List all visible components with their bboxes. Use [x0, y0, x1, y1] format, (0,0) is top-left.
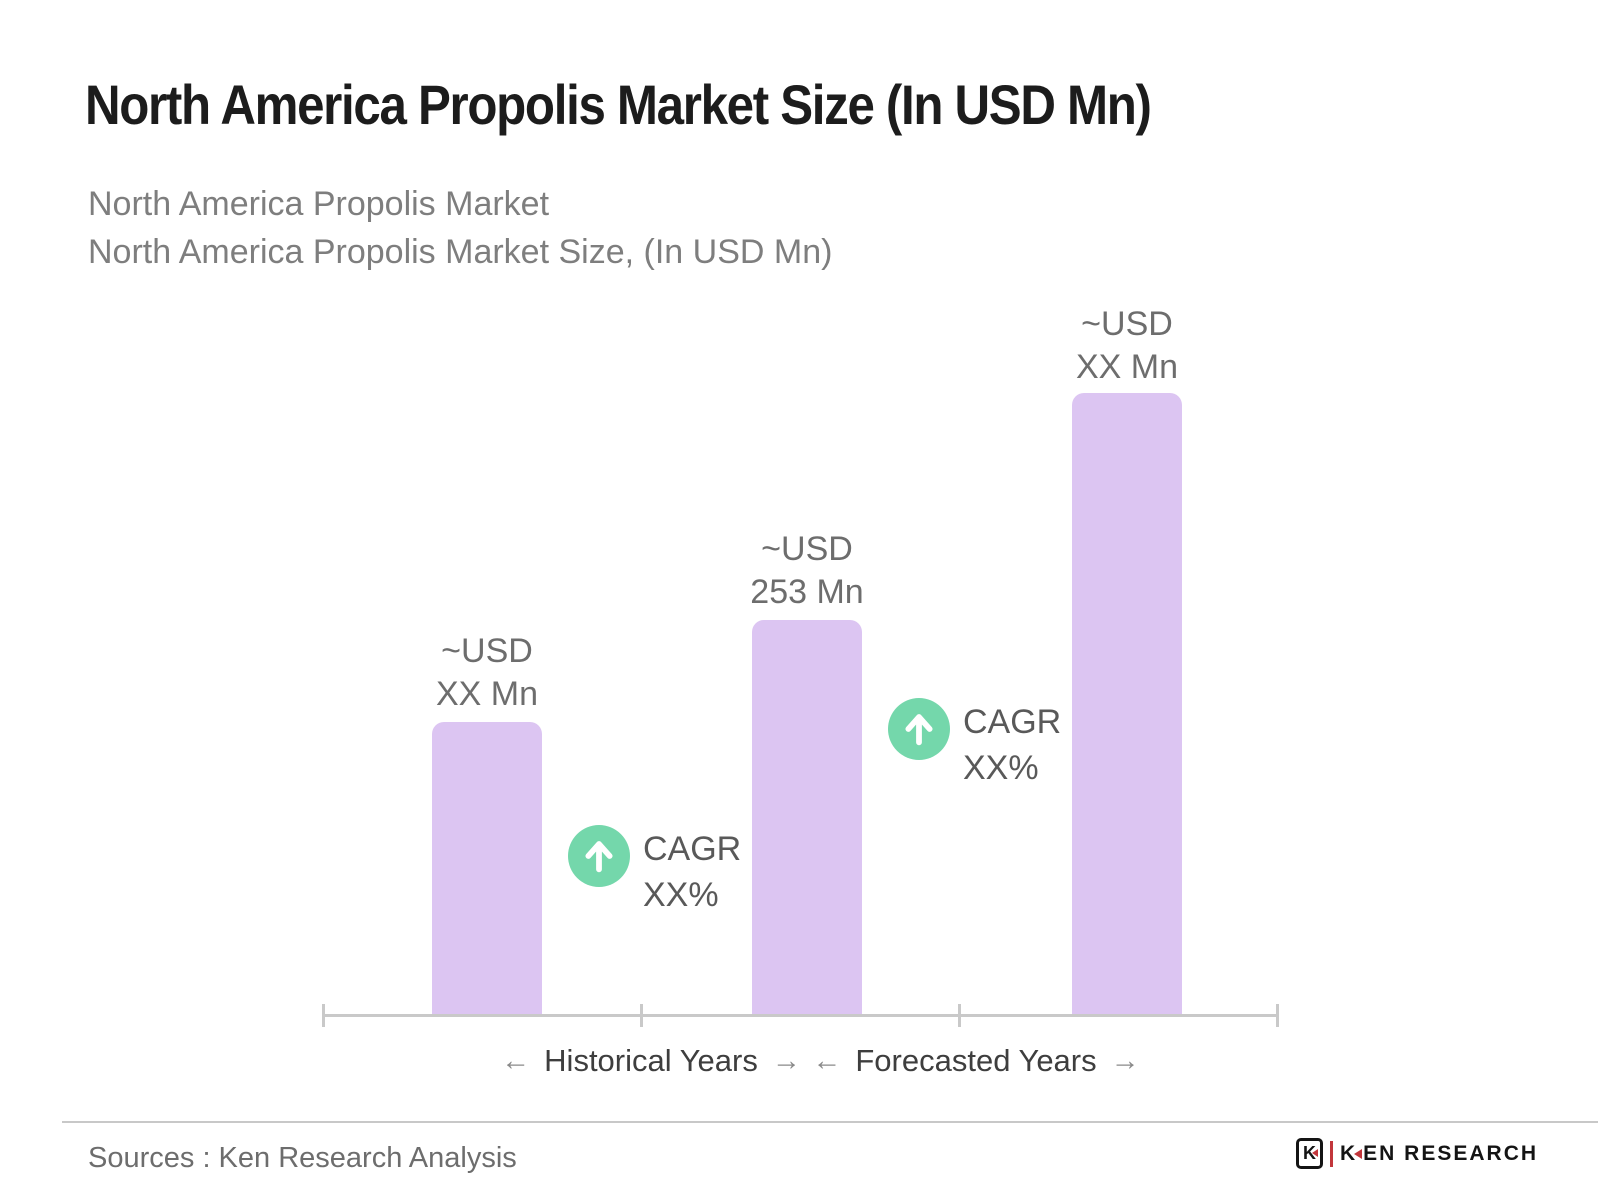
axis-group-historical: ← Historical Years →: [495, 1040, 807, 1082]
left-arrow-icon: ←: [812, 1044, 842, 1077]
logo-wordmark: K EN RESEARCH: [1340, 1142, 1538, 1166]
bar2-label-line2: 253 Mn: [750, 573, 864, 611]
subtitle-line-1: North America Propolis Market: [88, 185, 550, 223]
logo-red-triangle-icon: [1312, 1149, 1318, 1157]
axis-group-forecasted: ← Forecasted Years →: [810, 1040, 1142, 1082]
bar1-label-line1: ~USD: [441, 632, 533, 670]
logo-emblem-letter: K: [1303, 1143, 1316, 1163]
bar-value-label: ~USD XX Mn: [1007, 303, 1247, 389]
bar-historical: [432, 722, 542, 1015]
logo-separator: [1330, 1140, 1333, 1167]
axis-tick: [640, 1004, 643, 1027]
cagr1-line2: XX%: [643, 876, 719, 914]
logo-shield-icon: K: [1296, 1138, 1323, 1169]
subtitle-line-2: North America Propolis Market Size, (In …: [88, 233, 833, 271]
source-note: Sources : Ken Research Analysis: [88, 1142, 517, 1174]
chart-subtitle: North America Propolis Market North Amer…: [88, 180, 832, 276]
up-arrow-icon: [585, 841, 613, 873]
growth-arrow-badge: [888, 698, 950, 760]
cagr1-line1: CAGR: [643, 830, 742, 868]
bar-value-label: ~USD 253 Mn: [687, 528, 927, 614]
logo-word-k: K: [1340, 1141, 1358, 1165]
growth-arrow-badge: [568, 825, 630, 887]
ken-research-logo: K K EN RESEARCH: [1296, 1138, 1538, 1169]
axis-tick: [958, 1004, 961, 1027]
right-arrow-icon: →: [771, 1044, 801, 1077]
axis-tick: [1276, 1004, 1279, 1027]
cagr2-line1: CAGR: [963, 703, 1062, 741]
right-arrow-icon: →: [1110, 1044, 1140, 1077]
cagr2-line2: XX%: [963, 749, 1039, 787]
bar2-label-line1: ~USD: [761, 530, 853, 568]
left-arrow-icon: ←: [501, 1044, 531, 1077]
bar3-label-line2: XX Mn: [1075, 348, 1179, 386]
bar-forecast: [1072, 393, 1182, 1015]
axis-tick: [322, 1004, 325, 1027]
axis-group-label: Forecasted Years: [855, 1043, 1097, 1078]
page-title: North America Propolis Market Size (In U…: [85, 73, 1152, 136]
x-axis-line: [323, 1014, 1278, 1017]
axis-group-label: Historical Years: [544, 1043, 758, 1078]
footer-divider: [62, 1121, 1598, 1123]
bar1-label-line2: XX Mn: [435, 675, 539, 713]
cagr-label: CAGR XX%: [643, 826, 741, 918]
cagr-label: CAGR XX%: [963, 699, 1061, 791]
bar-base-year: [752, 620, 862, 1015]
logo-word-rest: EN RESEARCH: [1363, 1141, 1539, 1165]
up-arrow-icon: [905, 714, 933, 746]
logo-red-triangle-icon: [1354, 1148, 1363, 1159]
bar-value-label: ~USD XX Mn: [367, 630, 607, 716]
bar3-label-line1: ~USD: [1081, 305, 1173, 343]
